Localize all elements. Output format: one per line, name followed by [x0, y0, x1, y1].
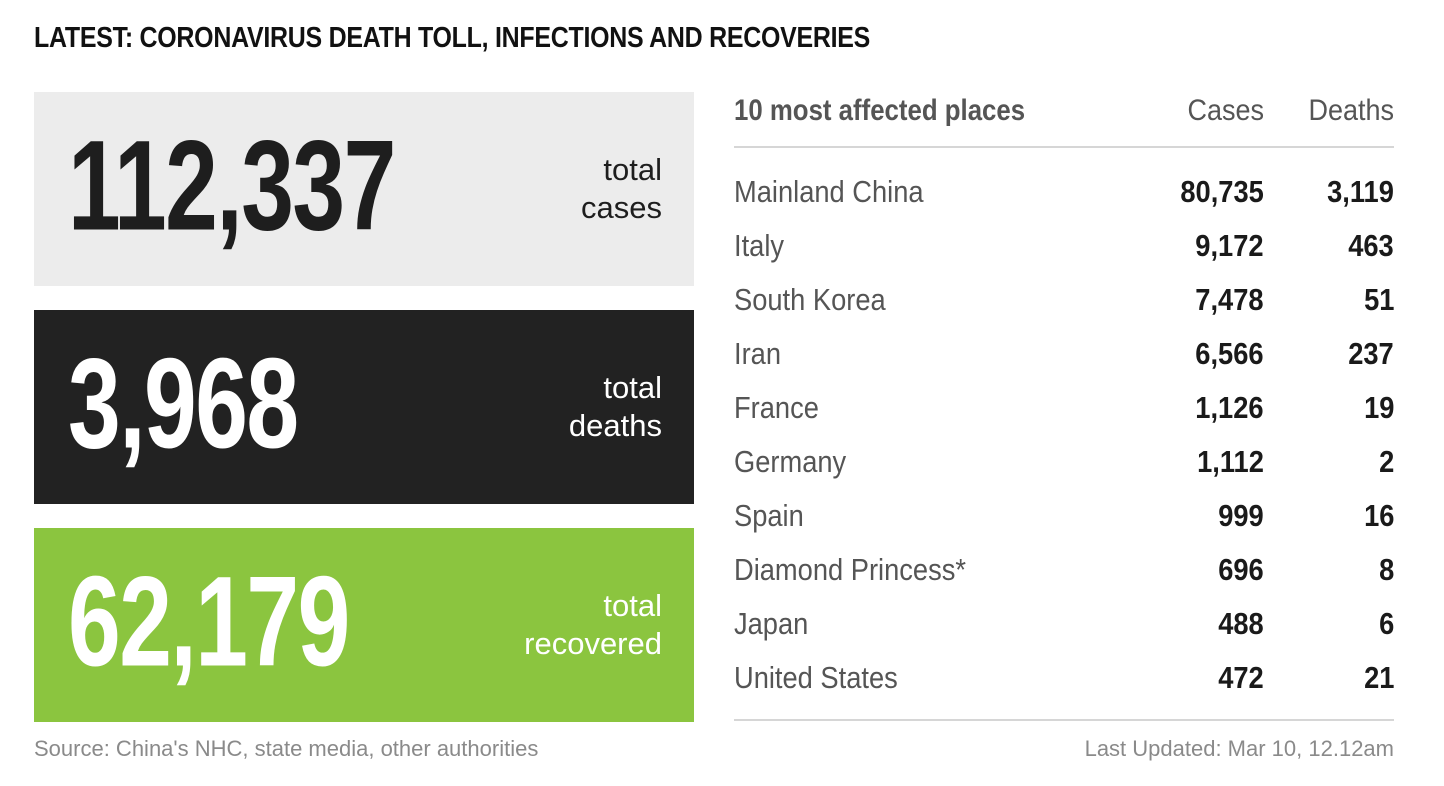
total-cases-label-line1: total — [603, 152, 662, 187]
place-name: Japan — [734, 606, 809, 641]
table-row: Italy 9,172 463 — [734, 222, 1394, 276]
total-recovered-label: total recovered — [524, 587, 662, 663]
table-header: 10 most affected places Cases Deaths — [734, 90, 1394, 148]
place-cases: 9,172 — [1195, 228, 1264, 263]
source-note: Source: China's NHC, state media, other … — [34, 736, 539, 761]
table-row: Mainland China 80,735 3,119 — [734, 168, 1394, 222]
place-name: South Korea — [734, 282, 886, 317]
place-cases: 488 — [1218, 606, 1264, 641]
column-header-deaths: Deaths — [1308, 94, 1394, 127]
total-deaths-label-line1: total — [603, 370, 662, 405]
total-recovered-label-line2: recovered — [524, 626, 662, 661]
place-name: Diamond Princess* — [734, 552, 966, 587]
last-updated: Last Updated: Mar 10, 12.12am — [1084, 736, 1394, 761]
place-cases: 472 — [1218, 660, 1264, 695]
place-deaths: 6 — [1378, 606, 1394, 641]
table-row: Spain 999 16 — [734, 492, 1394, 546]
table-bottom-divider — [734, 719, 1394, 721]
place-cases: 6,566 — [1195, 336, 1264, 371]
total-cases-label: total cases — [581, 151, 662, 227]
place-name: United States — [734, 660, 898, 695]
place-cases: 999 — [1218, 498, 1264, 533]
total-recovered-panel: 62,179 total recovered — [34, 528, 694, 722]
table-row: Iran 6,566 237 — [734, 330, 1394, 384]
column-header-cases: Cases — [1187, 94, 1264, 127]
place-deaths: 3,119 — [1327, 174, 1394, 209]
place-name: Mainland China — [734, 174, 924, 209]
place-name: Germany — [734, 444, 847, 479]
table-row: South Korea 7,478 51 — [734, 276, 1394, 330]
total-deaths-value: 3,968 — [68, 332, 299, 476]
total-deaths-label-line2: deaths — [568, 408, 662, 443]
table-row: Japan 488 6 — [734, 600, 1394, 654]
place-cases: 1,126 — [1195, 390, 1264, 425]
place-name: France — [734, 390, 819, 425]
page-title: LATEST: CORONAVIRUS DEATH TOLL, INFECTIO… — [34, 22, 871, 54]
total-recovered-value: 62,179 — [68, 550, 350, 694]
table-row: France 1,126 19 — [734, 384, 1394, 438]
place-name: Iran — [734, 336, 782, 371]
place-deaths: 21 — [1363, 660, 1394, 695]
total-cases-value: 112,337 — [68, 114, 396, 258]
table-row: United States 472 21 — [734, 654, 1394, 708]
affected-places-table: 10 most affected places Cases Deaths Mai… — [734, 90, 1394, 708]
total-recovered-label-line1: total — [603, 588, 662, 623]
place-deaths: 463 — [1348, 228, 1394, 263]
place-deaths: 8 — [1378, 552, 1394, 587]
total-deaths-label: total deaths — [569, 369, 662, 445]
place-cases: 1,112 — [1197, 444, 1264, 479]
table-heading: 10 most affected places — [734, 94, 1026, 127]
place-deaths: 237 — [1348, 336, 1394, 371]
table-body: Mainland China 80,735 3,119 Italy 9,172 … — [734, 148, 1394, 708]
place-cases: 7,478 — [1195, 282, 1264, 317]
place-cases: 80,735 — [1180, 174, 1264, 209]
total-cases-label-line2: cases — [581, 190, 662, 225]
place-name: Spain — [734, 498, 804, 533]
place-deaths: 19 — [1363, 390, 1394, 425]
place-cases: 696 — [1218, 552, 1264, 587]
place-deaths: 16 — [1363, 498, 1394, 533]
table-row: Diamond Princess* 696 8 — [734, 546, 1394, 600]
total-cases-panel: 112,337 total cases — [34, 92, 694, 286]
place-deaths: 2 — [1378, 444, 1394, 479]
total-deaths-panel: 3,968 total deaths — [34, 310, 694, 504]
place-deaths: 51 — [1363, 282, 1394, 317]
place-name: Italy — [734, 228, 785, 263]
table-row: Germany 1,112 2 — [734, 438, 1394, 492]
